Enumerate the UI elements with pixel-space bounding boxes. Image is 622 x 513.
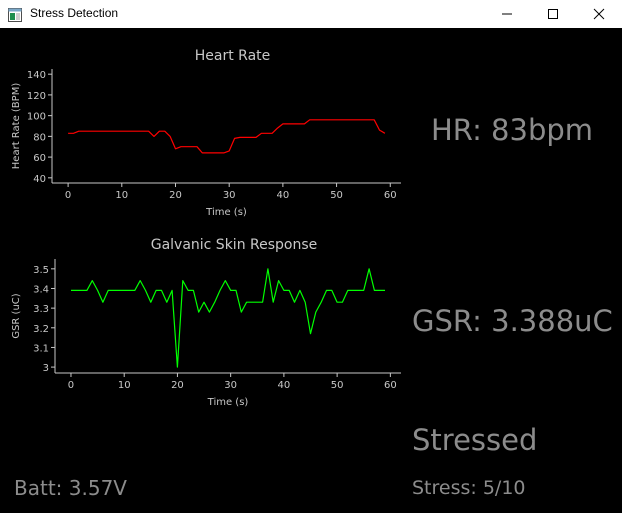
stress-state-label: Stressed xyxy=(412,423,538,457)
minimize-button[interactable] xyxy=(484,0,530,28)
gsr-chart: Galvanic Skin Response 0 10 20 30 40 50 60 3 3.1 3… xyxy=(0,230,410,410)
heart-rate-chart: Heart Rate 0 10 20 30 40 50 60 40 60 80 100 120 140 Ti… xyxy=(0,40,410,220)
chart-svg: Galvanic Skin Response 0 10 20 30 40 50 60 3 3.1 3… xyxy=(11,237,401,408)
maximize-button[interactable] xyxy=(530,0,576,28)
y-tick-label: 3.4 xyxy=(33,284,49,295)
y-axis-label: GSR (uC) xyxy=(11,293,22,338)
x-tick-label: 10 xyxy=(118,380,131,391)
chart-title: Heart Rate xyxy=(195,48,271,64)
series-line xyxy=(68,119,386,154)
title-bar[interactable]: Stress Detection xyxy=(0,0,622,28)
x-tick-label: 50 xyxy=(330,190,343,201)
x-axis-label: Time (s) xyxy=(207,397,249,408)
x-tick-label: 30 xyxy=(223,190,236,201)
y-tick-label: 3.3 xyxy=(33,304,49,315)
x-tick-label: 60 xyxy=(384,380,397,391)
close-button[interactable] xyxy=(576,0,622,28)
x-tick-label: 30 xyxy=(224,380,237,391)
y-tick-label: 3.1 xyxy=(33,343,49,354)
minimize-icon xyxy=(502,13,512,15)
y-tick-label: 60 xyxy=(33,153,46,164)
y-tick-label: 3.5 xyxy=(33,265,49,276)
series-line xyxy=(71,268,385,368)
x-tick-label: 40 xyxy=(277,190,290,201)
x-tick-label: 10 xyxy=(115,190,128,201)
y-axis-label: Heart Rate (BPM) xyxy=(11,83,22,170)
battery-readout: Batt: 3.57V xyxy=(14,476,127,500)
y-tick-label: 3.2 xyxy=(33,324,49,335)
chart-title: Galvanic Skin Response xyxy=(151,237,318,253)
chart-svg: Heart Rate 0 10 20 30 40 50 60 40 60 80 100 120 140 Ti… xyxy=(11,48,401,218)
app-window-icon xyxy=(8,7,22,22)
hr-readout: HR: 83bpm xyxy=(431,113,594,147)
y-tick-label: 3 xyxy=(43,363,49,374)
x-axis-label: Time (s) xyxy=(205,207,247,218)
x-tick-label: 50 xyxy=(331,380,344,391)
stress-level-readout: Stress: 5/10 xyxy=(412,477,526,499)
x-tick-label: 20 xyxy=(169,190,182,201)
x-tick-label: 20 xyxy=(171,380,184,391)
y-tick-label: 100 xyxy=(27,112,46,123)
maximize-icon xyxy=(548,9,558,19)
x-tick-label: 0 xyxy=(68,380,74,391)
y-tick-label: 120 xyxy=(27,91,46,102)
y-tick-label: 40 xyxy=(33,174,46,185)
x-tick-label: 40 xyxy=(278,380,291,391)
gsr-readout: GSR: 3.388uC xyxy=(412,304,613,338)
x-tick-label: 0 xyxy=(65,190,71,201)
y-tick-label: 80 xyxy=(33,132,46,143)
window-title: Stress Detection xyxy=(30,6,119,20)
x-tick-label: 60 xyxy=(384,190,397,201)
close-icon xyxy=(593,8,605,20)
y-tick-label: 140 xyxy=(27,70,46,81)
